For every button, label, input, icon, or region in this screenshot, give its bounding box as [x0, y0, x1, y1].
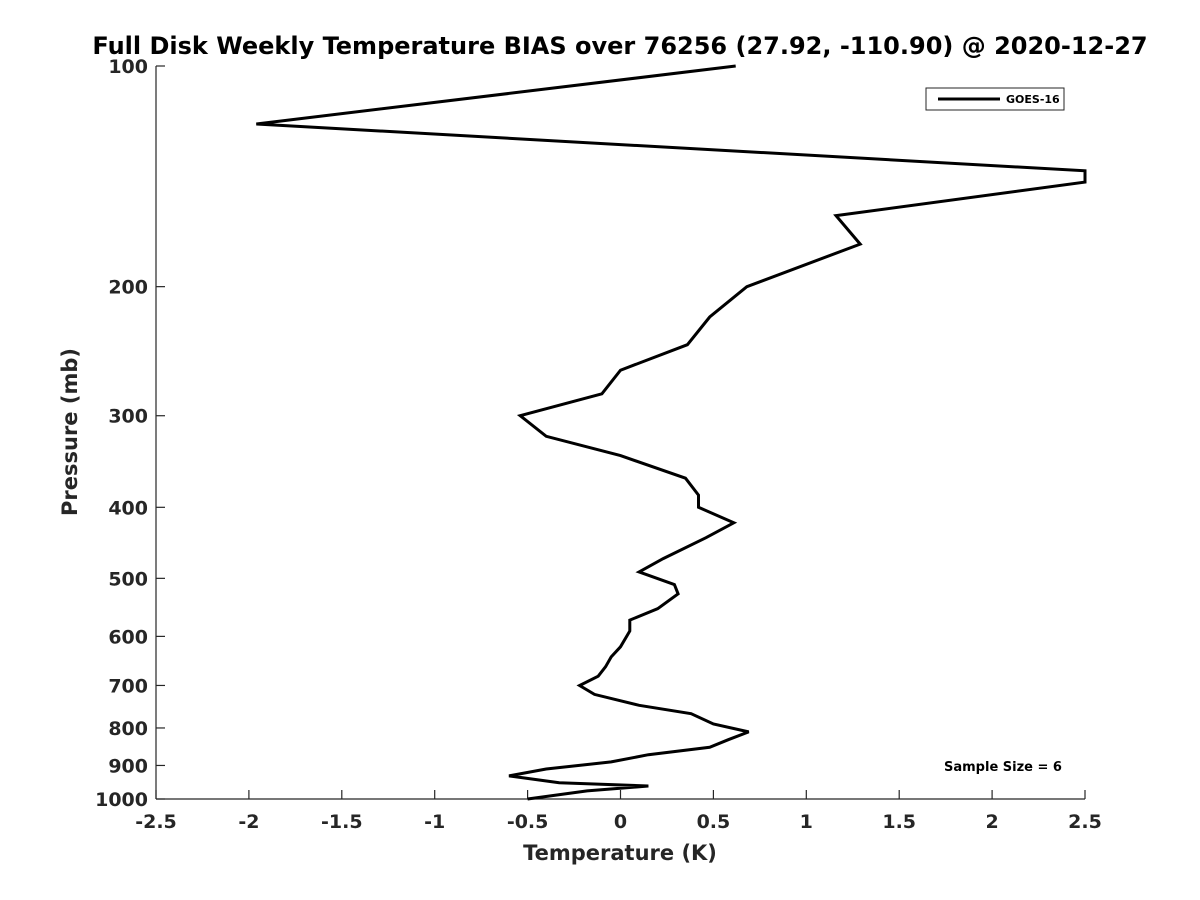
y-axis-label: Pressure (mb): [58, 348, 82, 516]
x-ticks: -2.5 -2 -1.5 -1 -0.5 0 0.5 1 1.5 2 2.5: [135, 790, 1102, 833]
sample-size-annotation: Sample Size = 6: [944, 760, 1062, 775]
x-tick-label: -2.5: [135, 811, 177, 833]
series-line-goes-16: [256, 64, 1087, 801]
y-tick-label: 1000: [95, 789, 148, 811]
y-tick-label: 200: [108, 277, 148, 299]
legend: GOES-16: [925, 87, 1065, 111]
x-tick-label: -0.5: [507, 811, 549, 833]
y-tick-label: 900: [108, 755, 148, 777]
chart-title: Full Disk Weekly Temperature BIAS over 7…: [92, 32, 1147, 60]
x-tick-label: 1.5: [882, 811, 916, 833]
x-tick-label: -1: [424, 811, 445, 833]
x-axis-label: Temperature (K): [523, 841, 717, 865]
y-tick-label: 100: [108, 56, 148, 78]
y-tick-label: 800: [108, 718, 148, 740]
x-tick-label: -1.5: [321, 811, 363, 833]
x-tick-label: 2.5: [1068, 811, 1102, 833]
y-ticks: 100 200 300 400 500 600 700 800 900 1000: [95, 56, 165, 811]
x-tick-label: 1: [800, 811, 813, 833]
y-tick-label: 700: [108, 675, 148, 697]
series-layer: [256, 64, 1087, 801]
legend-label-goes-16: GOES-16: [1006, 93, 1060, 106]
y-tick-label: 400: [108, 497, 148, 519]
x-tick-label: -2: [238, 811, 259, 833]
y-tick-label: 500: [108, 568, 148, 590]
y-tick-label: 300: [108, 406, 148, 428]
y-tick-label: 600: [108, 626, 148, 648]
x-tick-label: 0.5: [697, 811, 731, 833]
x-tick-label: 0: [614, 811, 627, 833]
x-tick-label: 2: [985, 811, 998, 833]
